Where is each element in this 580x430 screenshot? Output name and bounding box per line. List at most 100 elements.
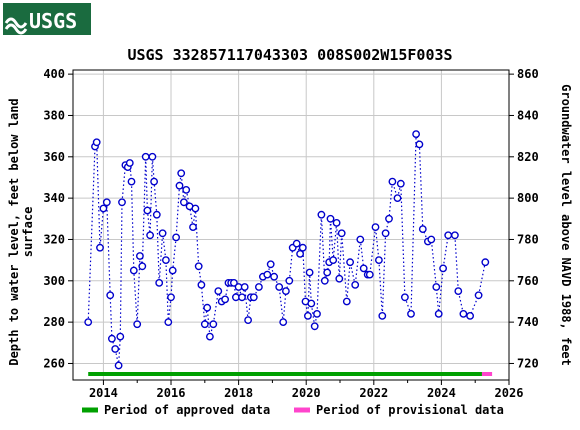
data-point bbox=[148, 152, 157, 161]
x-tick-label: 2014 bbox=[89, 386, 118, 400]
series-line bbox=[87, 133, 486, 366]
data-point bbox=[189, 223, 197, 232]
x-tick-label: 2016 bbox=[157, 386, 186, 400]
data-point bbox=[298, 243, 307, 252]
y-tick-label-left: 300 bbox=[43, 274, 65, 288]
data-point bbox=[102, 198, 111, 207]
y-tick-label-right: 860 bbox=[517, 67, 539, 81]
data-point bbox=[116, 332, 125, 341]
data-point bbox=[356, 235, 365, 244]
data-point bbox=[303, 311, 312, 320]
y-axis-left: 260 280 300 320 340 360 380 400 bbox=[43, 67, 73, 370]
x-tick-label: 2020 bbox=[292, 386, 321, 400]
data-point bbox=[263, 270, 272, 279]
data-point bbox=[374, 256, 383, 264]
x-tick-label: 2018 bbox=[224, 386, 253, 400]
data-point bbox=[133, 320, 142, 329]
data-point bbox=[412, 130, 420, 139]
y-tick-label-left: 400 bbox=[43, 67, 65, 81]
data-point bbox=[205, 332, 214, 341]
data-point bbox=[323, 268, 332, 277]
data-point bbox=[129, 266, 138, 275]
legend-label-approved: Period of approved data bbox=[104, 403, 270, 417]
data-point bbox=[317, 210, 326, 219]
x-tick-label: 2024 bbox=[427, 386, 456, 400]
data-point bbox=[143, 206, 152, 215]
data-point bbox=[400, 293, 409, 302]
y-tick-label-right: 820 bbox=[517, 150, 539, 164]
data-point bbox=[337, 229, 346, 238]
data-point bbox=[450, 231, 459, 240]
data-point bbox=[111, 345, 120, 353]
data-point bbox=[326, 214, 335, 223]
data-point bbox=[221, 295, 230, 304]
plot-frame bbox=[72, 69, 510, 381]
data-point bbox=[292, 239, 301, 248]
y-tick-label-right: 740 bbox=[517, 315, 539, 329]
series-points bbox=[84, 130, 490, 370]
data-point bbox=[191, 204, 200, 213]
y-axis-right-label: Groundwater level above NAVD 1988, feet bbox=[559, 84, 573, 366]
header: USGS bbox=[0, 0, 580, 40]
data-point bbox=[427, 235, 436, 244]
y-tick-label-left: 380 bbox=[43, 108, 65, 122]
y-axis-left-label-line1: Depth to water level, feet below land bbox=[7, 98, 21, 365]
data-point bbox=[415, 140, 424, 149]
data-point bbox=[161, 256, 170, 264]
data-point bbox=[439, 264, 447, 273]
data-point bbox=[474, 291, 483, 300]
series-connector bbox=[87, 133, 486, 366]
data-point bbox=[444, 231, 453, 240]
data-point bbox=[118, 198, 126, 207]
data-point bbox=[197, 280, 206, 289]
y-tick-label-right: 780 bbox=[517, 232, 539, 246]
x-tick-label: 2026 bbox=[495, 386, 524, 400]
data-point bbox=[240, 283, 249, 291]
data-point bbox=[238, 293, 246, 302]
data-point bbox=[393, 194, 402, 203]
y-tick-label-right: 760 bbox=[517, 274, 539, 288]
y-tick-label-right: 800 bbox=[517, 191, 539, 205]
legend-label-provisional: Period of provisional data bbox=[316, 403, 504, 417]
x-axis: 2014 2016 2018 2020 2022 2024 2026 bbox=[89, 380, 523, 400]
data-point bbox=[275, 283, 284, 291]
data-point bbox=[92, 138, 101, 147]
data-point bbox=[381, 229, 390, 238]
data-point bbox=[279, 318, 288, 326]
data-point bbox=[434, 309, 443, 318]
data-point bbox=[152, 210, 161, 219]
data-point bbox=[466, 311, 474, 320]
data-point bbox=[229, 278, 238, 287]
data-point bbox=[200, 320, 209, 329]
data-point bbox=[296, 249, 304, 258]
y-tick-label-right: 840 bbox=[517, 108, 539, 122]
data-point bbox=[114, 361, 123, 370]
data-point bbox=[138, 262, 147, 271]
data-point bbox=[307, 299, 316, 308]
x-tick-label: 2022 bbox=[359, 386, 388, 400]
data-point bbox=[175, 181, 184, 190]
data-point bbox=[481, 258, 490, 267]
data-point bbox=[270, 272, 278, 281]
y-tick-label-right: 720 bbox=[517, 356, 539, 370]
y-tick-label-left: 260 bbox=[43, 356, 65, 370]
data-point bbox=[108, 334, 116, 343]
data-point bbox=[106, 291, 115, 300]
data-point bbox=[281, 287, 290, 295]
data-point bbox=[84, 318, 93, 326]
data-point bbox=[127, 177, 136, 186]
data-point bbox=[396, 179, 405, 188]
y-tick-label-left: 320 bbox=[43, 232, 65, 246]
data-point bbox=[96, 243, 104, 252]
legend: Period of approved data Period of provis… bbox=[82, 403, 504, 417]
y-axis-left-label-line2: surface bbox=[21, 207, 35, 258]
data-point bbox=[177, 169, 186, 178]
data-point bbox=[454, 287, 463, 295]
logo-text: USGS bbox=[29, 9, 77, 33]
data-point bbox=[285, 276, 294, 285]
data-point bbox=[249, 293, 258, 302]
y-axis-right: 720 740 760 780 800 820 840 860 bbox=[509, 67, 539, 370]
data-point bbox=[365, 270, 374, 279]
data-point bbox=[209, 320, 218, 329]
